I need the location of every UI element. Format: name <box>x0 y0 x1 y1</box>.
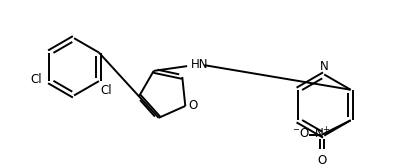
Text: O: O <box>318 154 327 167</box>
Text: N: N <box>320 60 328 73</box>
Text: $^{-}$O: $^{-}$O <box>292 127 310 140</box>
Text: Cl: Cl <box>30 73 42 86</box>
Text: HN: HN <box>191 58 208 71</box>
Text: O: O <box>188 99 198 112</box>
Text: Cl: Cl <box>101 84 112 97</box>
Text: N$^{+}$: N$^{+}$ <box>314 126 330 141</box>
